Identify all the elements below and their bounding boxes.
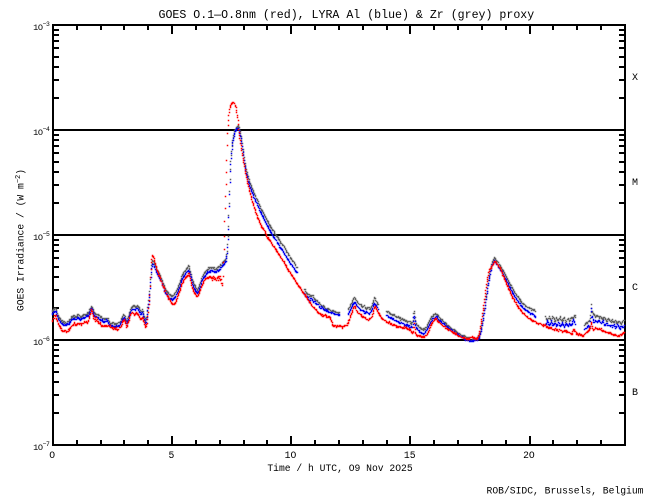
svg-text:C: C xyxy=(632,283,638,294)
svg-text:GOES Irradiance / (W m−2): GOES Irradiance / (W m−2) xyxy=(15,169,27,311)
svg-text:M: M xyxy=(632,178,638,189)
svg-text:1O: 1O xyxy=(285,450,297,461)
svg-text:5: 5 xyxy=(168,450,174,461)
svg-text:X: X xyxy=(632,73,638,84)
svg-text:1O−3: 1O−3 xyxy=(33,21,50,33)
svg-text:O: O xyxy=(49,450,55,461)
svg-text:2O: 2O xyxy=(523,450,535,461)
svg-text:Time / h UTC, O9 Nov 2O25: Time / h UTC, O9 Nov 2O25 xyxy=(267,463,413,474)
svg-text:GOES O.1—O.8nm (red), LYRA Al: GOES O.1—O.8nm (red), LYRA Al (blue) & Z… xyxy=(159,9,535,22)
svg-text:1O−5: 1O−5 xyxy=(33,231,50,243)
svg-text:1O−4: 1O−4 xyxy=(33,126,50,138)
svg-text:1O−6: 1O−6 xyxy=(33,336,50,348)
svg-text:15: 15 xyxy=(404,450,416,461)
svg-text:1O−7: 1O−7 xyxy=(33,441,50,453)
svg-text:ROB/SIDC, Brussels, Belgium: ROB/SIDC, Brussels, Belgium xyxy=(487,486,644,497)
svg-text:B: B xyxy=(632,388,638,399)
